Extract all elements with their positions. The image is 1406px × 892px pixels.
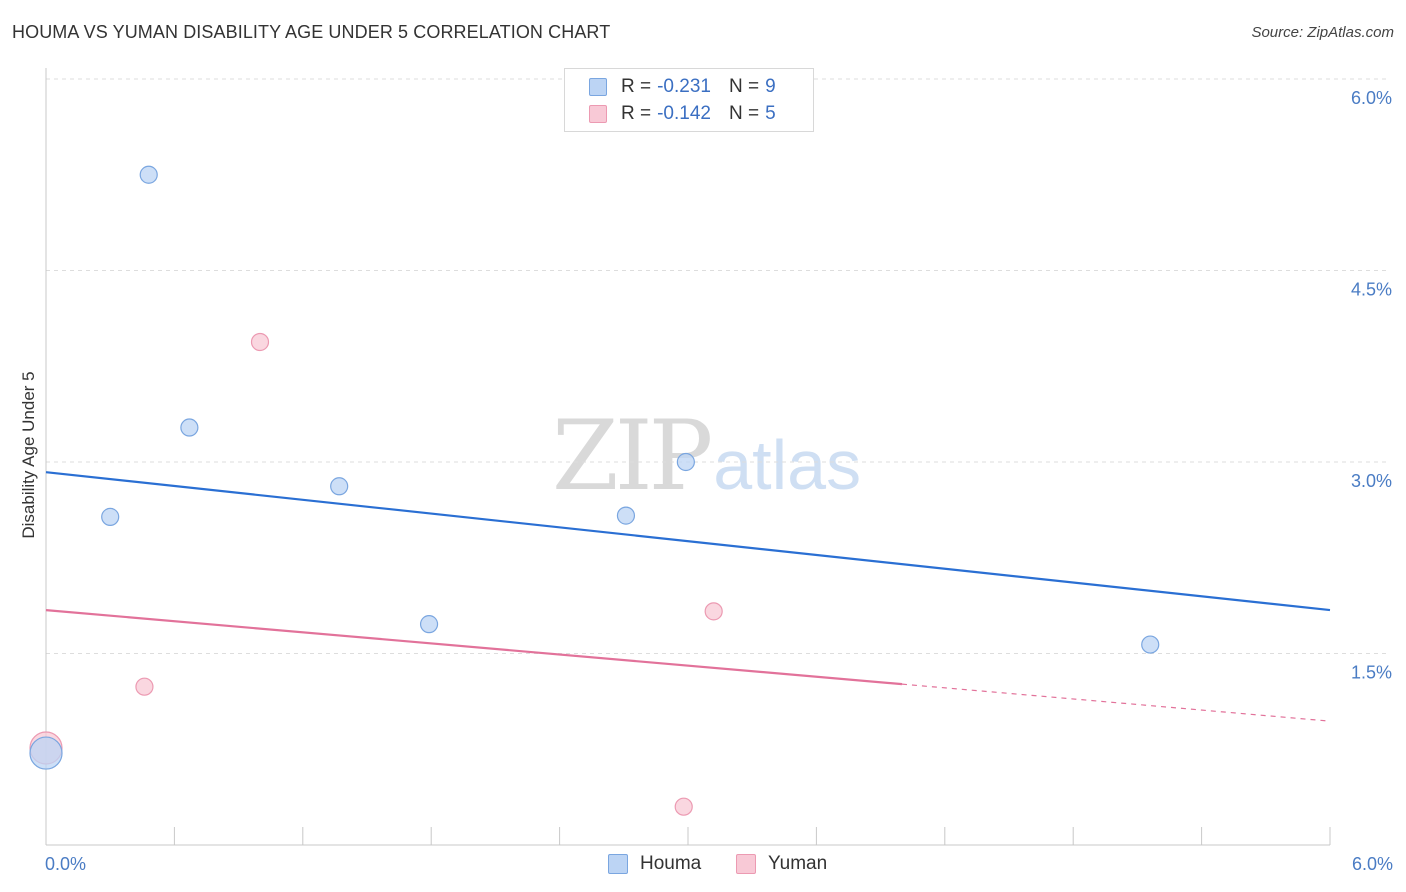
houma-legend-swatch xyxy=(608,854,628,874)
yuman-point xyxy=(704,602,723,621)
correlation-legend: R = -0.231 N = 9 R = -0.142 N = 5 xyxy=(564,68,814,132)
yuman-point xyxy=(250,332,270,352)
watermark-atlas: atlas xyxy=(713,426,862,504)
houma-trend-line xyxy=(45,471,1331,612)
yuman-legend-swatch xyxy=(736,854,756,874)
yuman-n-value: 5 xyxy=(765,103,776,124)
yuman-legend-label: Yuman xyxy=(768,853,828,874)
yuman-swatch xyxy=(589,105,607,123)
watermark: ZIPatlas xyxy=(552,400,861,512)
axes xyxy=(45,68,1331,846)
yuman-trend-line-dashed xyxy=(901,683,1331,722)
legend-row-yuman: R = -0.142 N = 5 xyxy=(589,101,776,127)
data-points xyxy=(29,165,1160,816)
x-tick-label-max: 6.0% xyxy=(1352,854,1393,874)
houma-r-label: R = xyxy=(621,76,652,97)
trend-lines xyxy=(45,471,1331,722)
grid-lines xyxy=(46,78,1390,654)
y-tick-labels: 1.5% 3.0% 4.5% 6.0% xyxy=(1351,88,1392,683)
legend-row-houma: R = -0.231 N = 9 xyxy=(589,74,776,100)
chart-title: HOUMA VS YUMAN DISABILITY AGE UNDER 5 CO… xyxy=(12,22,611,42)
yuman-point xyxy=(135,677,154,696)
houma-point xyxy=(180,418,199,437)
y-tick-label: 3.0% xyxy=(1351,471,1392,491)
houma-legend-label: Houma xyxy=(640,853,702,874)
houma-point xyxy=(1141,635,1160,654)
y-tick-label: 1.5% xyxy=(1351,663,1392,683)
houma-point xyxy=(139,165,158,184)
houma-point xyxy=(330,477,349,496)
houma-n-value: 9 xyxy=(765,76,776,97)
houma-point xyxy=(419,615,439,634)
y-axis-label: Disability Age Under 5 xyxy=(19,371,38,538)
yuman-r-value: -0.142 xyxy=(657,103,711,124)
y-tick-label: 6.0% xyxy=(1351,88,1392,108)
houma-swatch xyxy=(589,78,607,96)
houma-point xyxy=(676,452,695,472)
bottom-legend-houma: Houma xyxy=(608,850,701,878)
yuman-r-label: R = xyxy=(621,103,652,124)
yuman-n-label: N = xyxy=(728,103,760,124)
houma-point xyxy=(616,506,636,525)
bottom-legend-yuman: Yuman xyxy=(736,850,827,878)
houma-n-label: N = xyxy=(728,76,760,97)
yuman-point xyxy=(674,797,693,816)
houma-point xyxy=(101,507,120,526)
houma-point xyxy=(29,736,63,770)
source-label: Source: ZipAtlas.com xyxy=(1251,24,1394,41)
y-tick-label: 4.5% xyxy=(1351,280,1392,300)
x-tick-label-min: 0.0% xyxy=(45,854,86,874)
houma-r-value: -0.231 xyxy=(657,76,711,97)
yuman-trend-line xyxy=(45,608,903,686)
x-tick-labels: 0.0% 6.0% xyxy=(45,854,1393,874)
